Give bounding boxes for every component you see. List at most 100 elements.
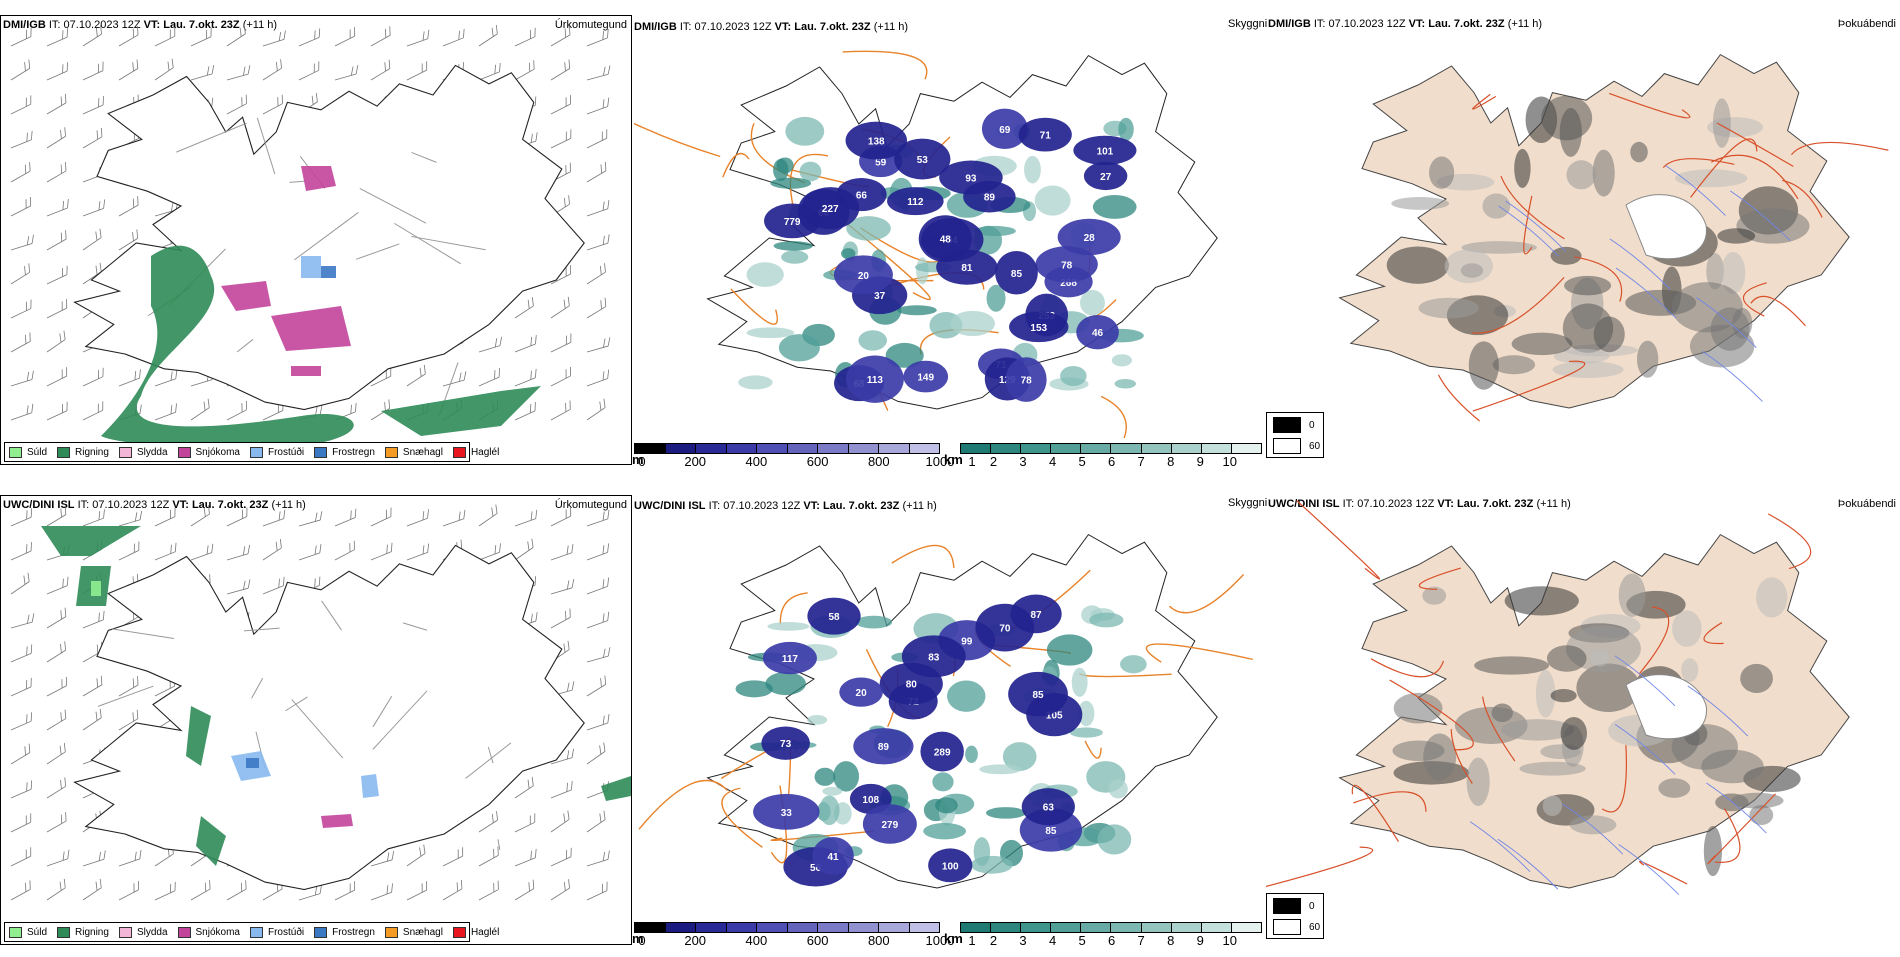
model-name: DMI/IGB (3, 19, 46, 31)
river-line (1615, 267, 1677, 319)
legend-item: Frostúði (249, 446, 304, 458)
colorbar-cell (1081, 444, 1112, 453)
wind-barb (586, 543, 610, 561)
wind-barb (118, 676, 139, 697)
wind-barb (586, 398, 606, 421)
wind-barb (478, 846, 499, 867)
snow-depth-cell: 53 (894, 138, 951, 180)
precip-area (221, 281, 271, 311)
colorbar-tick-label: 4 (1048, 933, 1057, 948)
river-line (1497, 838, 1559, 890)
precip-area (381, 386, 541, 436)
cloud-density (1461, 241, 1537, 254)
cloud-legend-row: 0 (1273, 417, 1315, 433)
panel-name: Úrkomutegund (554, 499, 627, 511)
road-line (321, 600, 342, 631)
init-time-value: 07.10.2023 12Z (694, 21, 772, 33)
road-line (1703, 622, 1724, 645)
snow-depth-label: 27 (1100, 172, 1112, 183)
wind-barb (514, 60, 535, 81)
wind-barb (298, 884, 322, 901)
cloud-density (1732, 307, 1753, 339)
cloud-density (1504, 586, 1579, 616)
wind-barb (478, 880, 499, 901)
road-line (1714, 808, 1741, 863)
colorbar-cell (1171, 444, 1202, 453)
legend-swatch (384, 446, 398, 458)
colorbar-cell (726, 444, 757, 453)
panel-title: UWC/DINI ISL IT: 07.10.2023 12Z VT: Lau.… (1268, 498, 1571, 510)
wind-barb (46, 28, 68, 47)
wind-barb (10, 403, 34, 421)
legend-label: Rigning (75, 446, 109, 458)
cloud-density (1542, 795, 1563, 816)
snow-depth-label: 99 (961, 636, 973, 647)
fog-area (1002, 742, 1037, 771)
colorbar-cells (960, 443, 1262, 454)
wind-barb (10, 677, 32, 697)
wind-barb (406, 61, 428, 81)
colorbar-tick-label: 8 (1167, 454, 1175, 469)
cloud-map (1266, 500, 1850, 895)
snow-depth-cell: 20 (833, 255, 893, 295)
fog-area (773, 158, 789, 182)
fog-area (973, 225, 1016, 237)
init-time-label: IT: (679, 21, 692, 33)
road-line (355, 243, 400, 260)
wind-barb (82, 401, 104, 421)
valid-time-value: Lau. 7.okt. 23Z (1428, 18, 1505, 30)
lead-time: (+11 h) (242, 19, 278, 31)
cloud-density (1418, 297, 1480, 319)
fog-area (885, 342, 924, 368)
legend-item: Frostregn (314, 926, 375, 938)
wind-barb (46, 742, 66, 765)
cloud-density (1740, 663, 1773, 694)
snow-depth-cell: 89 (963, 180, 1016, 213)
wind-barb (154, 369, 178, 387)
snow-depth-cell: 112 (887, 187, 944, 216)
road-line (1638, 606, 1670, 675)
road-line (1471, 276, 1565, 334)
panel-title: DMI/IGB IT: 07.10.2023 12Z VT: Lau. 7.ok… (1268, 18, 1542, 30)
colorbar-cell (879, 444, 910, 453)
wind-barb (550, 400, 571, 421)
wind-barb (10, 370, 34, 387)
cloud-legend-label: 60 (1309, 440, 1321, 452)
wind-barb (586, 675, 607, 697)
colorbar-cells (634, 922, 940, 933)
legend-swatch (118, 926, 132, 938)
river-line (1730, 190, 1791, 242)
precip-map (10, 24, 611, 448)
colorbar-tick-label: 9 (1196, 454, 1204, 469)
road-line (638, 779, 728, 830)
wind-barb (10, 542, 32, 561)
road-line (1662, 158, 1735, 168)
colorbar-cell (909, 923, 939, 932)
legend-label: Rigning (75, 926, 109, 938)
cloud-density (1749, 805, 1774, 826)
road-line (1145, 643, 1253, 663)
colorbar-tick-label: 6 (1108, 454, 1116, 469)
colorbar-cell (991, 923, 1022, 932)
glacier-area (1625, 194, 1707, 260)
colorbar-tick-label: 3 (1019, 933, 1027, 948)
colorbar-tick-label: 0 (638, 454, 646, 469)
legend-item: Rigning (57, 446, 109, 458)
cloud-density (1592, 149, 1615, 197)
snow-depth-label: 101 (1097, 146, 1114, 157)
visibility-panel: DMI/IGB IT: 07.10.2023 12Z VT: Lau. 7.ok… (632, 18, 1268, 478)
wind-barb (514, 879, 535, 901)
cloud-density (1553, 348, 1610, 364)
wind-barb (370, 26, 391, 47)
legend-item: Frostregn (314, 446, 375, 458)
precip-area (91, 581, 101, 596)
road-line (1716, 122, 1794, 167)
wind-barb (46, 777, 67, 799)
snow-depth-cell: 149 (903, 360, 949, 393)
fog-area (979, 764, 1022, 775)
wind-barb (46, 607, 67, 629)
snow-depth-label: 149 (917, 373, 934, 384)
snow-depth-cell: 20 (839, 677, 883, 707)
valid-time-value: Lau. 7.okt. 23Z (794, 21, 871, 33)
road-line (256, 117, 276, 175)
